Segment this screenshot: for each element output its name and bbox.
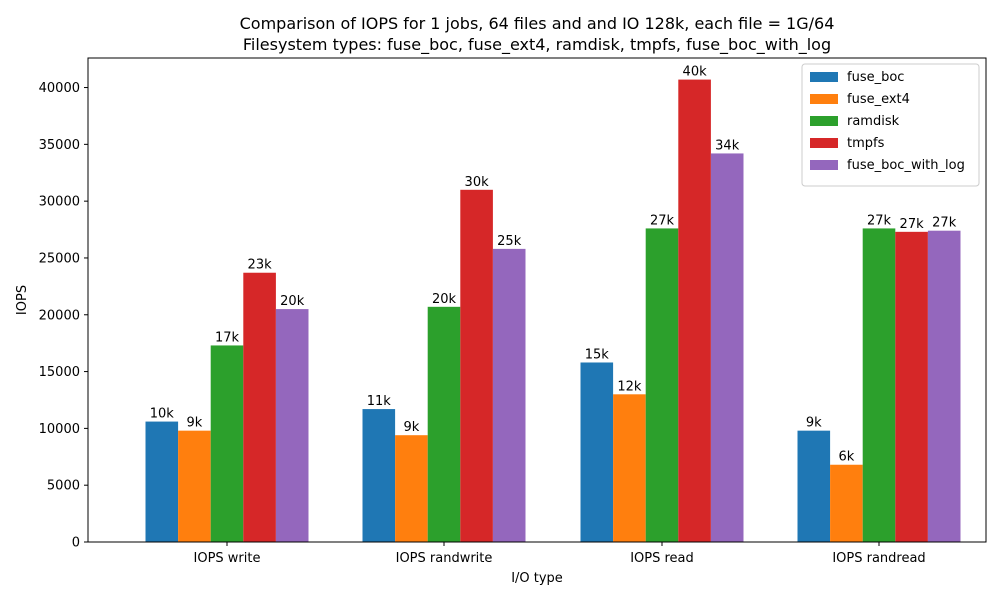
bar-fuse_boc-3 xyxy=(797,430,831,542)
legend-label-fuse_ext4: fuse_ext4 xyxy=(847,92,910,107)
bar-label-fuse_ext4-0: 9k xyxy=(186,416,202,431)
x-axis-label: I/O type xyxy=(511,571,563,586)
plot-frame xyxy=(87,57,987,543)
bar-fuse_boc-0 xyxy=(145,421,179,542)
y-tick-label: 40000 xyxy=(39,81,80,96)
legend-label-fuse_boc: fuse_boc xyxy=(847,70,904,85)
bar-label-fuse_boc-1: 11k xyxy=(367,394,392,409)
legend-swatch-tmpfs xyxy=(810,138,838,148)
legend-box xyxy=(801,63,980,187)
bar-label-fuse_boc-0: 10k xyxy=(150,407,175,422)
chart-title-line-2: Filesystem types: fuse_boc, fuse_ext4, r… xyxy=(243,35,831,55)
y-tick-label: 10000 xyxy=(39,422,80,437)
x-tick-label: IOPS read xyxy=(630,551,694,566)
bar-fuse_boc-2 xyxy=(580,362,614,542)
bar-label-fuse_ext4-2: 12k xyxy=(617,379,642,394)
bar-label-ramdisk-2: 27k xyxy=(650,213,675,228)
bar-ramdisk-2 xyxy=(645,228,679,542)
bar-tmpfs-1 xyxy=(460,189,493,542)
legend-swatch-fuse_ext4 xyxy=(810,94,838,104)
bar-label-fuse_boc_with_log-1: 25k xyxy=(497,234,522,249)
y-tick-label: 0 xyxy=(72,536,80,551)
y-tick-label: 20000 xyxy=(39,308,80,323)
bar-label-fuse_boc_with_log-3: 27k xyxy=(932,216,957,231)
bar-fuse_ext4-3 xyxy=(830,464,863,542)
y-tick-label: 15000 xyxy=(39,365,80,380)
bar-label-tmpfs-2: 40k xyxy=(683,65,708,80)
bar-label-fuse_boc_with_log-0: 20k xyxy=(280,294,305,309)
legend-label-fuse_boc_with_log: fuse_boc_with_log xyxy=(847,158,965,173)
bar-tmpfs-2 xyxy=(678,79,711,542)
bar-fuse_boc_with_log-0 xyxy=(275,309,309,542)
bar-tmpfs-0 xyxy=(243,272,276,542)
y-axis-label: IOPS xyxy=(15,285,30,315)
bar-label-fuse_ext4-1: 9k xyxy=(403,420,419,435)
bars-layer xyxy=(145,79,961,543)
bar-fuse_boc_with_log-1 xyxy=(492,248,526,543)
bar-label-tmpfs-1: 30k xyxy=(465,175,490,190)
legend-swatch-fuse_boc xyxy=(810,72,838,82)
legend-label-tmpfs: tmpfs xyxy=(847,136,885,151)
bar-label-fuse_ext4-3: 6k xyxy=(838,450,854,465)
bar-label-ramdisk-3: 27k xyxy=(867,213,892,228)
bar-fuse_boc_with_log-2 xyxy=(710,153,744,542)
bar-ramdisk-3 xyxy=(862,228,896,542)
bar-fuse_boc_with_log-3 xyxy=(927,230,961,543)
bar-fuse_ext4-2 xyxy=(613,394,646,542)
chart-title-line-1: Comparison of IOPS for 1 jobs, 64 files … xyxy=(240,14,835,33)
legend-swatch-fuse_boc_with_log xyxy=(810,160,838,170)
x-tick-label: IOPS randwrite xyxy=(396,551,493,566)
bar-ramdisk-0 xyxy=(210,345,244,542)
bar-label-ramdisk-0: 17k xyxy=(215,330,240,345)
y-tick-label: 5000 xyxy=(47,479,80,494)
bar-fuse_ext4-0 xyxy=(178,430,211,542)
legend-label-ramdisk: ramdisk xyxy=(847,114,900,129)
y-axis: 0 5000 10000 15000 20000 25000 30000 35000 40000 xyxy=(39,81,88,551)
bar-fuse_boc-1 xyxy=(362,409,396,542)
y-tick-label: 25000 xyxy=(39,251,80,266)
bar-label-fuse_boc-3: 9k xyxy=(806,416,822,431)
bar-label-fuse_boc-2: 15k xyxy=(585,347,610,362)
legend-swatch-ramdisk xyxy=(810,116,838,126)
y-tick-label: 35000 xyxy=(39,138,80,153)
bar-tmpfs-3 xyxy=(895,231,928,542)
x-tick-label: IOPS randread xyxy=(832,551,925,566)
x-tick-label: IOPS write xyxy=(194,551,261,566)
bar-label-fuse_boc_with_log-2: 34k xyxy=(715,138,740,153)
bar-ramdisk-1 xyxy=(427,306,461,542)
bar-label-tmpfs-3: 27k xyxy=(900,217,925,232)
bar-label-ramdisk-1: 20k xyxy=(432,292,457,307)
y-tick-label: 30000 xyxy=(39,195,80,210)
bar-fuse_ext4-1 xyxy=(395,435,428,542)
x-axis: IOPS write IOPS randwrite IOPS read IOPS ra… xyxy=(194,542,926,566)
bar-labels-layer: 10k 11k 15k 9k 9k 9k 12k 6k 17k 20k 27k 27k 23k 30k 40… xyxy=(150,65,957,465)
bar-label-tmpfs-0: 23k xyxy=(248,258,273,273)
